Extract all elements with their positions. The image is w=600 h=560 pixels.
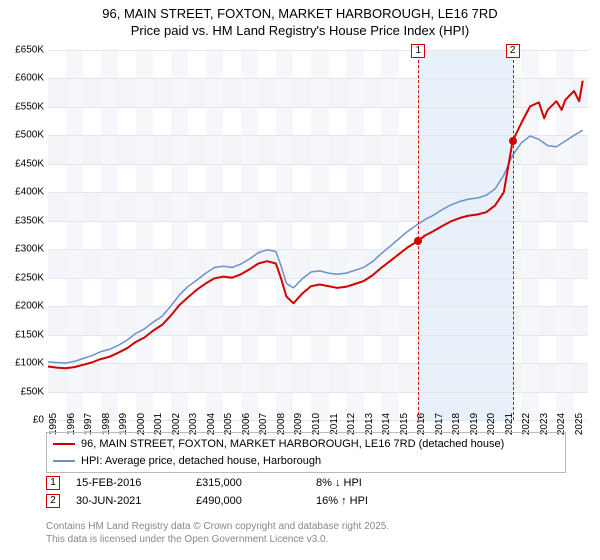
legend-label: 96, MAIN STREET, FOXTON, MARKET HARBOROU…	[81, 436, 504, 453]
footnote-line-2: This data is licensed under the Open Gov…	[46, 533, 389, 546]
y-axis-tick: £550K	[15, 101, 44, 112]
y-axis-tick: £450K	[15, 158, 44, 169]
sale-row: 2 30-JUN-2021£490,00016% ↑ HPI	[46, 492, 566, 510]
y-axis-tick: £250K	[15, 272, 44, 283]
legend-swatch	[53, 460, 75, 462]
legend-item: HPI: Average price, detached house, Harb…	[53, 453, 559, 470]
y-axis-tick: £50K	[21, 386, 44, 397]
sale-number-badge: 2	[46, 494, 60, 508]
sale-price: £490,000	[196, 495, 316, 507]
y-axis-tick: £400K	[15, 187, 44, 198]
y-axis-tick: £150K	[15, 329, 44, 340]
legend-item: 96, MAIN STREET, FOXTON, MARKET HARBOROU…	[53, 436, 559, 453]
footnote: Contains HM Land Registry data © Crown c…	[46, 520, 389, 546]
y-axis-tick: £300K	[15, 244, 44, 255]
y-axis-tick: £500K	[15, 130, 44, 141]
y-axis-tick: £100K	[15, 358, 44, 369]
legend-label: HPI: Average price, detached house, Harb…	[81, 453, 321, 470]
title-line-2: Price paid vs. HM Land Registry's House …	[0, 23, 600, 40]
y-axis-tick: £600K	[15, 73, 44, 84]
reference-marker: 2	[506, 44, 520, 58]
title-line-1: 96, MAIN STREET, FOXTON, MARKET HARBOROU…	[0, 6, 600, 23]
legend-swatch	[53, 443, 75, 445]
sale-delta: 8% ↓ HPI	[316, 477, 436, 489]
y-axis-tick: £0	[33, 415, 44, 426]
reference-line	[418, 50, 419, 420]
y-axis-tick: £350K	[15, 215, 44, 226]
footnote-line-1: Contains HM Land Registry data © Crown c…	[46, 520, 389, 533]
chart-lines	[48, 50, 588, 420]
sale-date: 15-FEB-2016	[76, 477, 196, 489]
chart-container: 96, MAIN STREET, FOXTON, MARKET HARBOROU…	[0, 0, 600, 560]
sale-delta: 16% ↑ HPI	[316, 495, 436, 507]
reference-marker: 1	[411, 44, 425, 58]
series-line	[48, 130, 583, 363]
sales-table: 1 15-FEB-2016£315,0008% ↓ HPI 2 30-JUN-2021…	[46, 474, 566, 510]
sale-number-badge: 1	[46, 476, 60, 490]
legend: 96, MAIN STREET, FOXTON, MARKET HARBOROU…	[46, 432, 586, 473]
sale-row: 1 15-FEB-2016£315,0008% ↓ HPI	[46, 474, 566, 492]
series-line	[48, 81, 583, 369]
legend-box: 96, MAIN STREET, FOXTON, MARKET HARBOROU…	[46, 432, 566, 473]
reference-line	[513, 50, 514, 420]
title-block: 96, MAIN STREET, FOXTON, MARKET HARBOROU…	[0, 0, 600, 42]
y-axis-tick: £650K	[15, 45, 44, 56]
sale-date: 30-JUN-2021	[76, 495, 196, 507]
sale-price: £315,000	[196, 477, 316, 489]
chart-plot-area: 12 1995199619971998199920002001200220032…	[48, 50, 588, 420]
y-axis-tick: £200K	[15, 301, 44, 312]
